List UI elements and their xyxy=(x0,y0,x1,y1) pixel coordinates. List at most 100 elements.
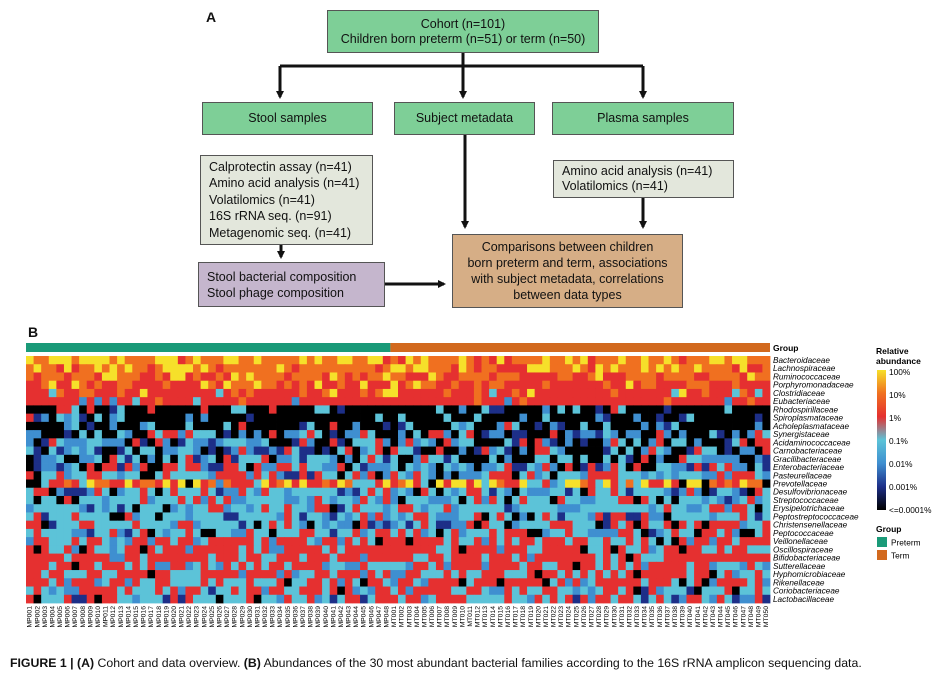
heatmap-cell xyxy=(162,537,171,546)
heatmap-cell xyxy=(314,405,323,415)
heatmap-cell xyxy=(291,553,300,563)
heatmap-cell xyxy=(329,570,338,579)
heatmap-cell xyxy=(481,495,490,505)
heatmap-cell xyxy=(754,528,763,538)
heatmap-cell xyxy=(732,553,741,563)
heatmap-cell xyxy=(246,578,255,587)
heatmap-cell xyxy=(625,561,634,571)
heatmap-cell xyxy=(481,356,490,365)
heatmap-cell xyxy=(284,528,293,538)
heatmap-cell xyxy=(86,463,95,472)
heatmap-cell xyxy=(694,594,703,604)
heatmap-cell xyxy=(48,372,57,382)
heatmap-cell xyxy=(276,594,285,604)
heatmap-cell xyxy=(557,421,566,431)
heatmap-cell xyxy=(306,463,315,472)
heatmap-cell xyxy=(443,405,452,415)
heatmap-cell xyxy=(41,545,50,554)
heatmap-cell xyxy=(428,438,437,447)
heatmap-cell xyxy=(185,578,194,587)
heatmap-cell xyxy=(663,512,672,522)
heatmap-cell xyxy=(132,545,141,554)
heatmap-cell xyxy=(63,380,72,390)
heatmap-cell xyxy=(170,520,179,530)
heatmap-cell xyxy=(41,405,50,415)
heatmap-cell xyxy=(565,594,574,604)
heatmap-cell xyxy=(215,512,224,522)
sample-label: MP037 xyxy=(300,606,307,628)
heatmap-cell xyxy=(640,594,649,604)
heatmap-cell xyxy=(724,421,733,431)
heatmap-cell xyxy=(238,520,247,530)
heatmap-cell xyxy=(48,495,57,505)
heatmap-cell xyxy=(435,594,444,604)
heatmap-cell xyxy=(724,570,733,579)
heatmap-cell xyxy=(246,520,255,530)
heatmap-cell xyxy=(732,570,741,579)
heatmap-cell xyxy=(26,364,34,373)
composition-box: Stool bacterial composition Stool phage … xyxy=(198,262,385,307)
heatmap-cell xyxy=(26,545,34,554)
heatmap-cell xyxy=(549,495,558,505)
heatmap-cell xyxy=(489,545,498,554)
heatmap-cell xyxy=(390,454,399,464)
heatmap-cell xyxy=(337,356,346,365)
sample-label: MT040 xyxy=(687,606,694,627)
sample-label: MT046 xyxy=(733,606,740,627)
heatmap-cell xyxy=(724,528,733,538)
colorbar xyxy=(877,370,886,510)
heatmap-cell xyxy=(155,413,164,423)
heatmap-cell xyxy=(671,380,680,390)
heatmap-cell xyxy=(420,380,429,390)
heatmap-cell xyxy=(618,561,627,571)
heatmap-cell xyxy=(420,405,429,415)
heatmap-cell xyxy=(238,528,247,538)
heatmap-cell xyxy=(223,570,232,579)
heatmap-cell xyxy=(117,520,126,530)
cohort-box: Cohort (n=101) Children born preterm (n=… xyxy=(327,10,599,53)
heatmap-cell xyxy=(420,454,429,464)
heatmap-cell xyxy=(360,421,369,431)
sample-label: MT009 xyxy=(452,606,459,627)
heatmap-cell xyxy=(496,421,505,431)
heatmap-cell xyxy=(671,528,680,538)
heatmap-cell xyxy=(762,364,771,373)
heatmap-cell xyxy=(686,405,695,415)
heatmap-cell xyxy=(435,463,444,472)
heatmap-cell xyxy=(79,413,88,423)
heatmap-cell xyxy=(618,438,627,447)
heatmap-cell xyxy=(132,364,141,373)
heatmap-cell xyxy=(754,545,763,554)
family-label: Synergistaceae xyxy=(773,430,830,439)
heatmap-cell xyxy=(48,397,57,406)
heatmap-cell xyxy=(686,528,695,538)
heatmap-cell xyxy=(633,528,642,538)
heatmap-cell xyxy=(101,430,110,439)
heatmap-cell xyxy=(656,463,665,472)
heatmap-cell xyxy=(466,561,475,571)
heatmap-cell xyxy=(565,364,574,373)
heatmap-cell xyxy=(527,586,536,596)
heatmap-cell xyxy=(155,520,164,530)
heatmap-cell xyxy=(322,520,331,530)
heatmap-cell xyxy=(618,421,627,431)
heatmap-cell xyxy=(656,454,665,464)
colorbar-tick-label: 0.1% xyxy=(889,436,909,446)
group-legend-swatch xyxy=(877,550,887,560)
heatmap-cell xyxy=(71,413,80,423)
heatmap-cell xyxy=(253,380,262,390)
heatmap-cell xyxy=(33,356,42,365)
heatmap-cell xyxy=(261,397,270,406)
heatmap-cell xyxy=(458,430,467,439)
heatmap-cell xyxy=(94,495,103,505)
heatmap-cell xyxy=(694,487,703,497)
heatmap-cell xyxy=(71,421,80,431)
heatmap-cell xyxy=(527,454,536,464)
heatmap-cell xyxy=(595,388,604,398)
heatmap-cell xyxy=(754,487,763,497)
heatmap-cell xyxy=(489,471,498,480)
heatmap-cell xyxy=(291,504,300,513)
heatmap-cell xyxy=(223,446,232,456)
heatmap-cell xyxy=(648,545,657,554)
heatmap-cell xyxy=(79,479,88,489)
